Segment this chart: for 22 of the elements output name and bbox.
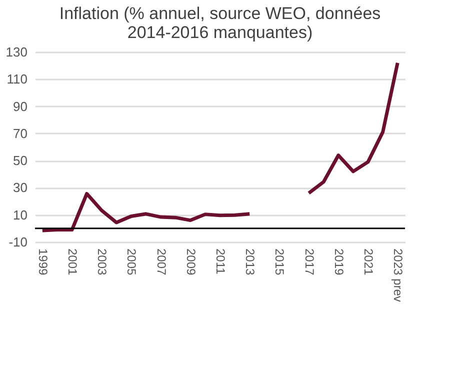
y-tick-label: 90 [13, 98, 28, 114]
x-tick-label: 2015 [272, 248, 287, 276]
x-tick-label: 2013 [243, 248, 258, 276]
x-tick-label: 2005 [124, 248, 139, 276]
y-tick-label: 70 [13, 126, 28, 141]
x-tick-label: 2021 [362, 248, 376, 276]
y-tick-label: 110 [6, 72, 28, 87]
y-tick-label: -10 [8, 234, 28, 250]
x-tick-label: 2019 [332, 248, 346, 276]
chart-title: Inflation (% annuel, source WEO, données 2014-2016 manquantes) [59, 4, 381, 42]
y-tick-label: 10 [13, 207, 28, 222]
x-tick-label: 2009 [184, 248, 198, 276]
x-tick-label: 2003 [95, 248, 110, 276]
x-tick-label: 2001 [66, 248, 80, 276]
x-tick-label: 2017 [302, 248, 316, 276]
y-tick-label: 30 [13, 180, 28, 196]
x-tick-label: 1999 [36, 248, 50, 276]
y-tick-label: 50 [13, 153, 28, 168]
y-tick-label: 130 [6, 44, 28, 60]
x-tick-label: 2007 [154, 248, 168, 276]
x-tick-label: 2011 [214, 248, 228, 275]
x-tick-label: 2023 prev [391, 248, 406, 302]
